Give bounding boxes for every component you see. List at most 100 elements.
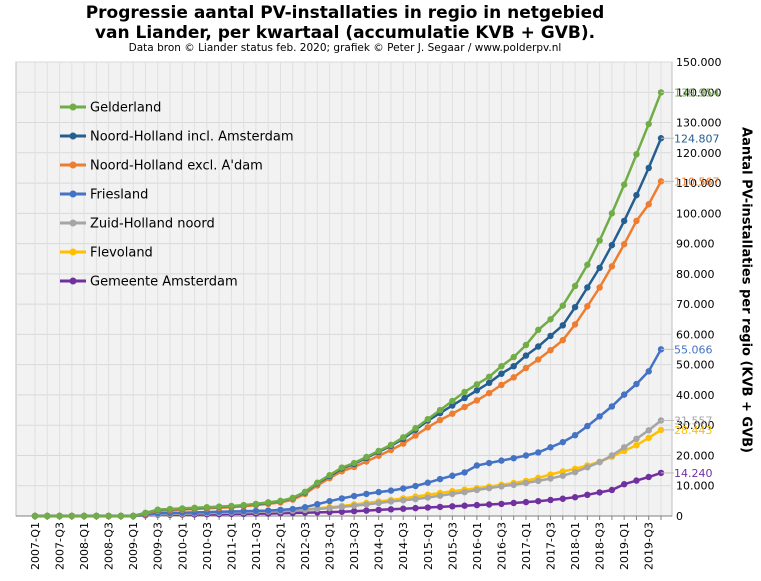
data-point — [559, 495, 567, 502]
data-point — [608, 241, 616, 249]
data-point — [412, 495, 419, 503]
data-point — [559, 302, 567, 309]
data-point — [645, 164, 652, 172]
series-group — [31, 89, 665, 520]
gridlines — [16, 61, 672, 517]
data-point — [547, 475, 554, 482]
data-point — [571, 282, 579, 290]
data-point — [633, 151, 640, 158]
x-tick-label: 2018-Q3 — [594, 522, 607, 570]
data-point — [44, 512, 51, 520]
y-tick-label: 20.000 — [676, 449, 715, 462]
legend: Gelderland Noord-Holland incl. Amsterdam N… — [60, 101, 294, 290]
legend-item: Friesland — [60, 188, 148, 203]
data-point — [412, 425, 419, 432]
data-point — [400, 434, 407, 441]
y-tick-label: 110.000 — [676, 177, 722, 190]
x-tick-label: 2018-Q1 — [569, 522, 582, 570]
data-point — [633, 435, 640, 443]
data-point — [498, 483, 505, 490]
data-point — [375, 447, 382, 455]
data-point — [363, 501, 370, 508]
data-point — [522, 498, 530, 506]
data-point — [350, 502, 358, 509]
data-point — [645, 427, 652, 434]
y-tick-label: 30.000 — [676, 419, 715, 432]
data-point — [559, 336, 567, 344]
y-axis: 0 10.000 20.000 30.000 40.000 50.000 60.000 70.… — [676, 56, 722, 523]
data-point — [461, 469, 468, 476]
data-point — [510, 374, 517, 381]
data-point — [547, 346, 554, 354]
x-tick-label: 2015-Q1 — [422, 522, 435, 570]
x-tick-label: 2011-Q1 — [225, 522, 238, 570]
data-point — [314, 479, 321, 486]
data-point — [56, 512, 63, 520]
data-point — [547, 444, 554, 451]
data-point — [559, 472, 567, 479]
legend-swatch-marker — [69, 248, 77, 256]
data-point — [559, 438, 567, 446]
x-tick-label: 2016-Q1 — [471, 522, 484, 570]
legend-swatch-marker — [69, 219, 77, 227]
data-point — [400, 505, 407, 512]
data-point — [510, 362, 517, 370]
data-point — [485, 459, 493, 467]
x-tick-label: 2013-Q1 — [324, 522, 337, 570]
data-point — [314, 500, 321, 508]
data-point — [620, 391, 628, 398]
data-point — [645, 473, 652, 481]
data-point — [387, 487, 395, 494]
data-point — [571, 321, 579, 328]
data-point — [387, 498, 395, 505]
data-point — [289, 505, 296, 513]
data-point — [412, 432, 419, 439]
data-point — [584, 464, 591, 471]
data-point — [498, 500, 505, 508]
x-tick-label: 2012-Q3 — [299, 522, 312, 570]
data-point — [473, 462, 481, 469]
data-point — [449, 410, 456, 417]
data-point — [473, 486, 481, 494]
data-point — [547, 316, 554, 323]
data-point — [559, 322, 567, 329]
y-tick-label: 150.000 — [676, 56, 722, 69]
data-point — [535, 356, 542, 363]
data-point — [375, 488, 382, 496]
data-point — [461, 394, 468, 402]
x-axis: 2007-Q1 2007-Q3 2008-Q1 2008-Q3 2009-Q1 2009-… — [16, 515, 672, 570]
data-point — [510, 353, 517, 361]
legend-label: Noord-Holland incl. Amsterdam — [90, 130, 294, 145]
x-tick-label: 2017-Q3 — [545, 522, 558, 570]
data-point — [645, 201, 652, 208]
data-point — [596, 284, 603, 291]
data-point — [129, 512, 137, 520]
series-gelderland — [31, 89, 665, 520]
data-point — [498, 381, 505, 389]
data-point — [449, 397, 456, 405]
data-point — [584, 261, 591, 268]
data-point — [596, 237, 603, 244]
end-label: 28.443 — [674, 424, 713, 437]
data-point — [191, 504, 198, 512]
x-tick-label: 2008-Q3 — [103, 522, 116, 570]
data-point — [547, 332, 554, 340]
data-point — [608, 210, 616, 217]
data-point — [265, 499, 272, 506]
data-point — [203, 504, 211, 511]
data-point — [584, 303, 591, 310]
data-point — [436, 475, 444, 483]
data-point — [633, 191, 640, 199]
data-point — [620, 481, 628, 488]
data-point — [424, 504, 431, 511]
data-point — [424, 494, 431, 501]
data-point — [584, 491, 591, 499]
x-tick-label: 2013-Q3 — [348, 522, 361, 570]
data-point — [424, 479, 431, 486]
data-point — [265, 507, 272, 514]
data-point — [277, 506, 284, 514]
data-point — [449, 472, 456, 479]
data-point — [387, 506, 395, 513]
data-point — [436, 416, 444, 424]
